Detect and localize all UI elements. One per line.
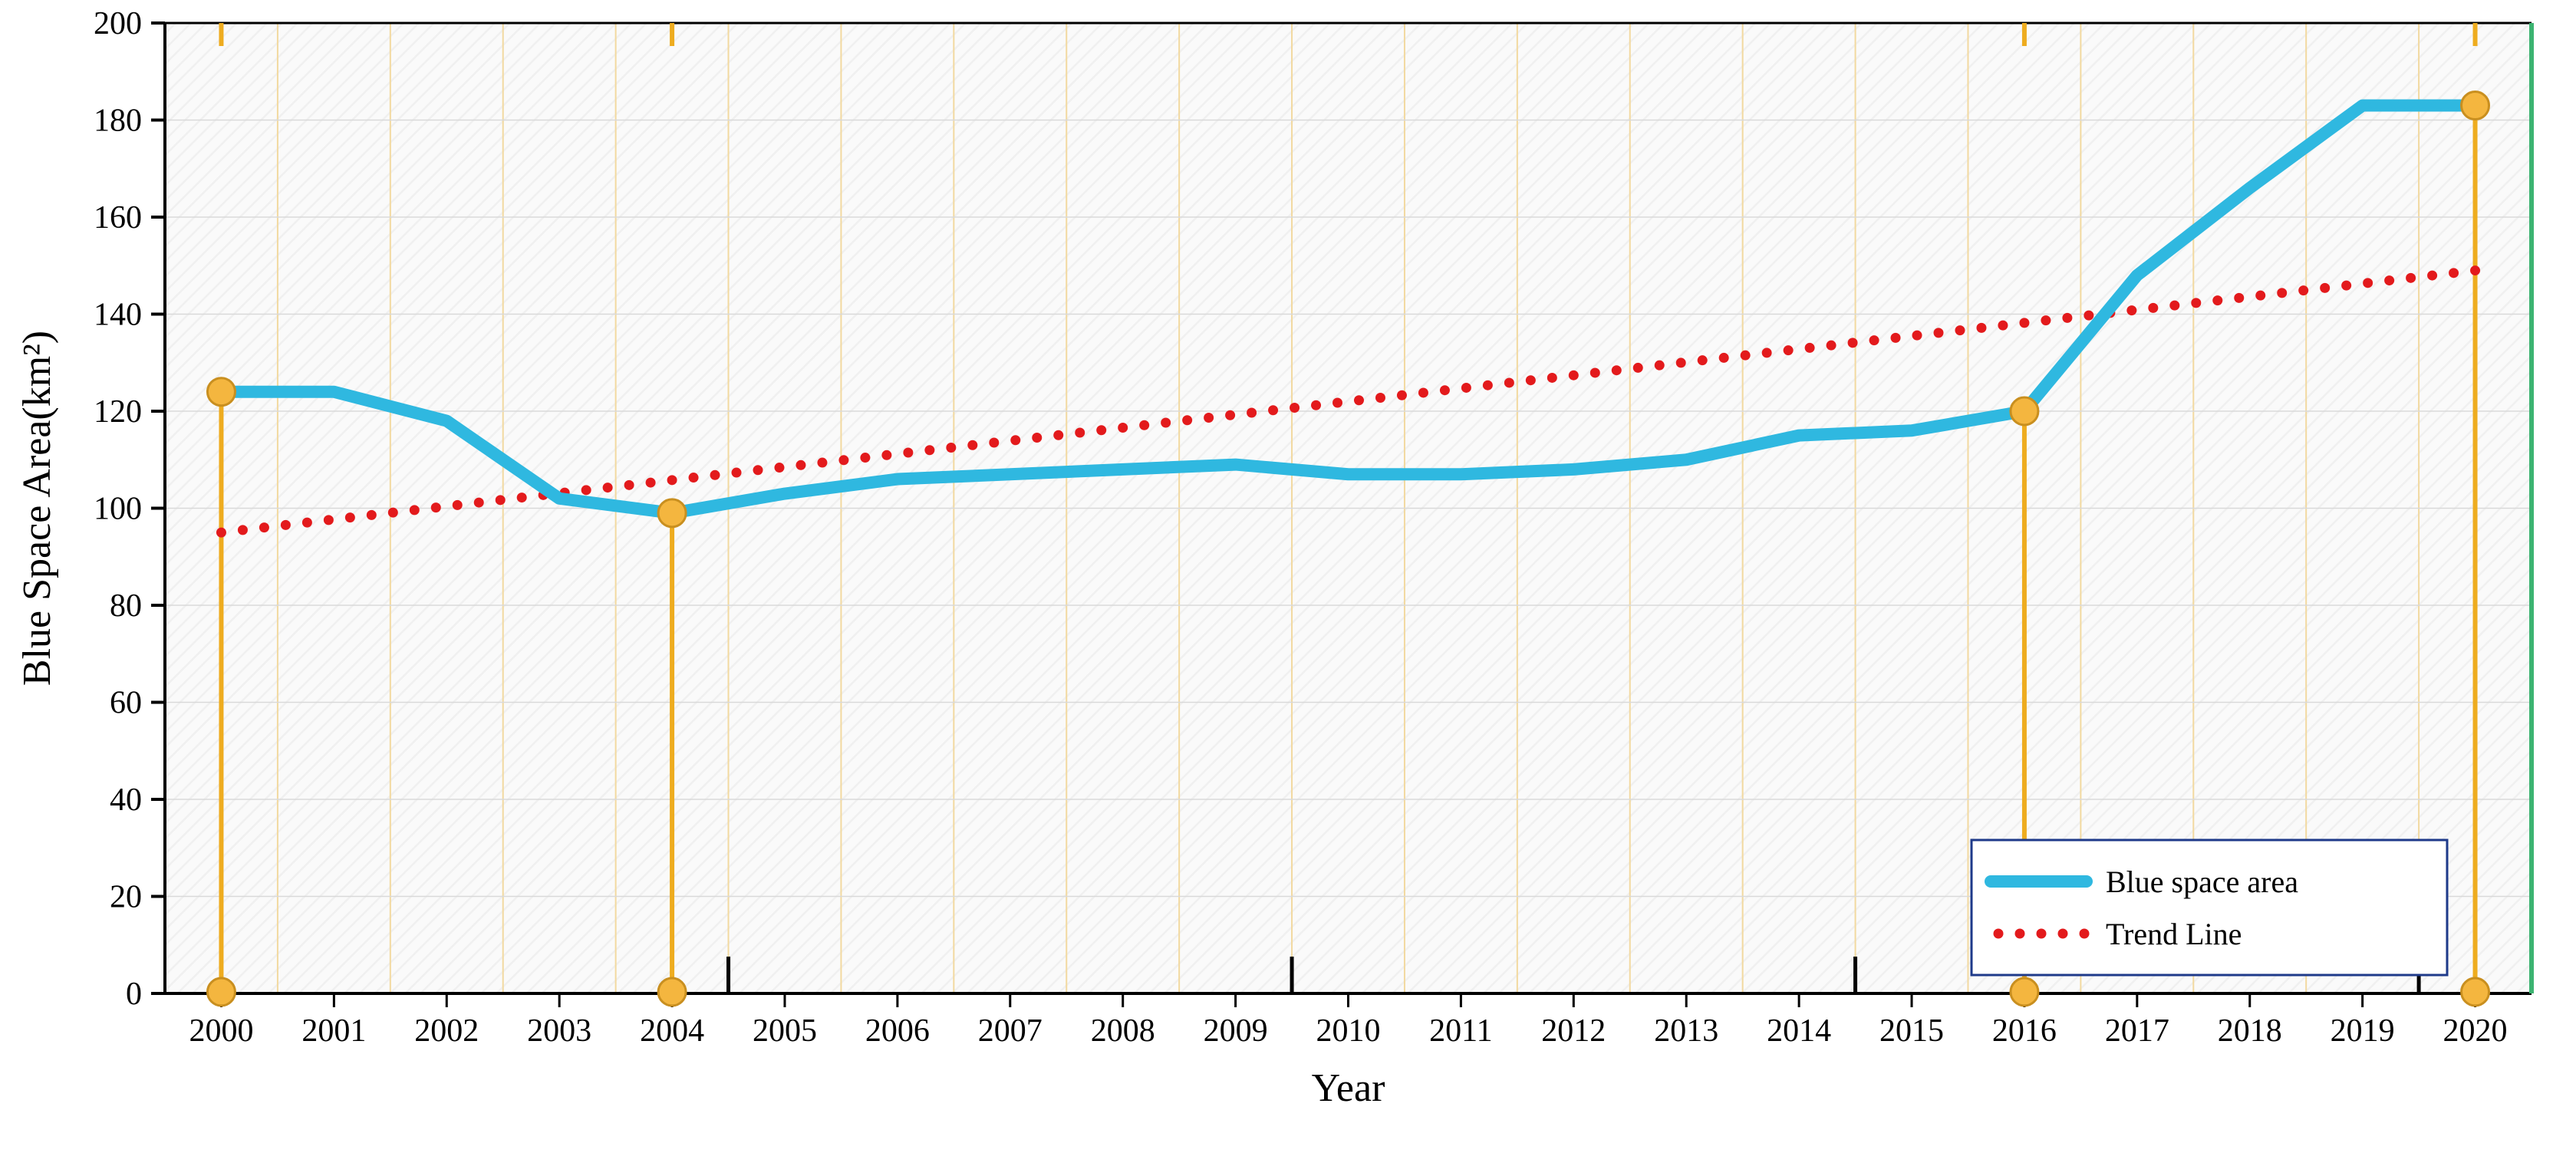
svg-text:100: 100 — [94, 492, 142, 527]
svg-text:2013: 2013 — [1654, 1013, 1718, 1049]
svg-text:2000: 2000 — [189, 1013, 253, 1049]
svg-text:2015: 2015 — [1879, 1013, 1944, 1049]
svg-text:Blue Space Area(km²): Blue Space Area(km²) — [15, 331, 59, 686]
svg-text:2012: 2012 — [1541, 1013, 1606, 1049]
svg-text:0: 0 — [126, 977, 142, 1012]
svg-text:Blue space area: Blue space area — [2106, 865, 2298, 899]
svg-text:20: 20 — [110, 880, 142, 915]
chart-container: 0 20 40 60 80 100 120 140 160 180 200 2000 2001 2002 2… — [0, 0, 2576, 1153]
svg-text:Year: Year — [1312, 1066, 1385, 1110]
svg-text:140: 140 — [94, 298, 142, 333]
svg-text:2017: 2017 — [2105, 1013, 2169, 1049]
svg-text:2010: 2010 — [1316, 1013, 1381, 1049]
svg-text:2002: 2002 — [414, 1013, 479, 1049]
svg-text:2004: 2004 — [640, 1013, 704, 1049]
svg-text:60: 60 — [110, 686, 142, 721]
svg-text:2016: 2016 — [1992, 1013, 2057, 1049]
svg-text:80: 80 — [110, 588, 142, 624]
svg-text:160: 160 — [94, 200, 142, 236]
svg-text:2018: 2018 — [2218, 1013, 2282, 1049]
svg-text:180: 180 — [94, 104, 142, 139]
svg-text:2009: 2009 — [1204, 1013, 1268, 1049]
svg-text:120: 120 — [94, 394, 142, 430]
svg-text:2006: 2006 — [865, 1013, 930, 1049]
svg-text:2001: 2001 — [301, 1013, 366, 1049]
svg-text:2007: 2007 — [978, 1013, 1043, 1049]
svg-text:2014: 2014 — [1767, 1013, 1831, 1049]
svg-text:2003: 2003 — [527, 1013, 591, 1049]
line-chart: 0 20 40 60 80 100 120 140 160 180 200 2000 2001 2002 2… — [0, 0, 2576, 1153]
svg-text:2020: 2020 — [2443, 1013, 2508, 1049]
svg-text:2008: 2008 — [1091, 1013, 1155, 1049]
svg-text:200: 200 — [94, 6, 142, 41]
svg-text:Trend Line: Trend Line — [2106, 917, 2242, 951]
svg-text:2019: 2019 — [2331, 1013, 2395, 1049]
svg-text:2011: 2011 — [1429, 1013, 1492, 1049]
svg-text:2005: 2005 — [753, 1013, 817, 1049]
svg-text:40: 40 — [110, 782, 142, 818]
